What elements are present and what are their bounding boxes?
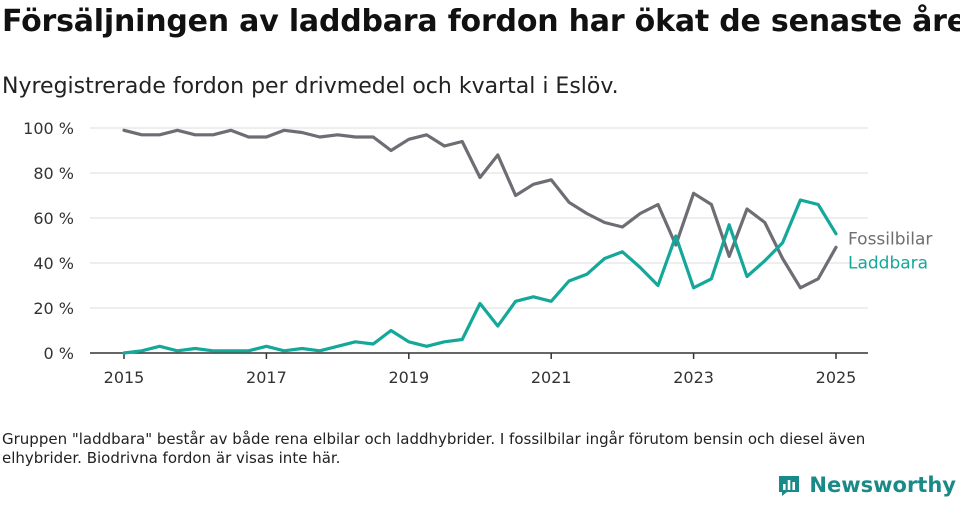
line-chart: 0 % 20 % 40 % 60 % 80 % 100 % 2015 2017 2019 2021… <box>23 119 932 387</box>
y-tick-label: 20 % <box>33 299 74 318</box>
x-tick-label: 2023 <box>673 368 714 387</box>
bar-chart-icon <box>779 476 800 496</box>
y-tick-label: 80 % <box>33 164 74 183</box>
series-line-fossilbilar <box>122 128 838 290</box>
brand-name: Newsworthy <box>809 473 956 497</box>
x-tick-label: 2019 <box>388 368 429 387</box>
footnote: Gruppen "laddbara" består av både rena e… <box>2 430 866 467</box>
y-tick-label: 40 % <box>33 254 74 273</box>
legend-label-laddbara: Laddbara <box>848 253 928 273</box>
x-tick-label: 2021 <box>531 368 572 387</box>
x-tick-label: 2015 <box>104 368 145 387</box>
x-tick-label: 2025 <box>816 368 857 387</box>
y-tick-label: 100 % <box>23 119 74 138</box>
legend-label-fossilbilar: Fossilbilar <box>848 229 932 249</box>
series-line-laddbara <box>122 198 838 355</box>
x-tick-label: 2017 <box>246 368 287 387</box>
chart-subtitle: Nyregistrerade fordon per drivmedel och … <box>2 74 619 99</box>
y-tick-label: 0 % <box>44 344 74 363</box>
chart-title: Försäljningen av laddbara fordon har öka… <box>2 4 960 39</box>
y-tick-label: 60 % <box>33 209 74 228</box>
brand-logo[interactable]: Newsworthy <box>777 473 956 497</box>
